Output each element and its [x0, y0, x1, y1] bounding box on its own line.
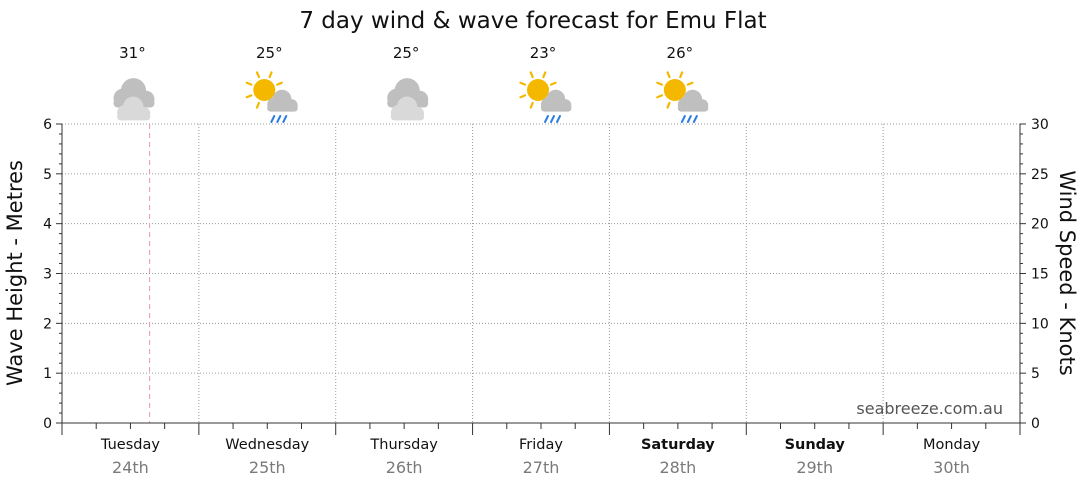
- y-right-axis-title: Wind Speed - Knots: [1055, 170, 1079, 375]
- day-name-label: Thursday: [369, 437, 438, 453]
- cloud-part: [267, 104, 298, 112]
- axes: 0 01 52 103 154 205 256 30: [43, 117, 1049, 435]
- day-name-label: Saturday: [641, 437, 715, 453]
- sun-ray: [679, 71, 684, 79]
- day-date-label: 29th: [796, 458, 833, 477]
- y-right-tick-label: 15: [1031, 267, 1049, 283]
- y-left-tick-label: 2: [43, 316, 52, 332]
- rain-drop: [692, 115, 698, 123]
- rain-drop: [282, 115, 288, 123]
- rain-drop: [686, 115, 692, 123]
- y-left-tick-label: 3: [43, 267, 52, 283]
- cloud-part: [677, 104, 709, 112]
- temperature-label: 23°: [530, 44, 557, 62]
- rain-drop: [680, 115, 686, 123]
- y-left-tick-label: 0: [43, 416, 52, 432]
- cloudy-icon: [113, 78, 155, 121]
- day-name-label: Friday: [519, 437, 563, 453]
- rain-drop: [276, 115, 282, 123]
- cloud-part: [540, 104, 572, 112]
- y-right-tick-label: 30: [1031, 117, 1049, 133]
- day-name-label: Wednesday: [225, 437, 309, 453]
- sun-ray: [255, 101, 261, 109]
- sun-disc: [253, 79, 276, 101]
- sun-ray: [276, 81, 283, 86]
- day-labels: Tuesday 24th Wednesday 25th Thursday 26th Frid…: [100, 437, 981, 477]
- sun-cloud-rain-icon: [245, 71, 298, 123]
- temperature-label: 26°: [667, 44, 694, 62]
- sun-disc: [527, 79, 549, 101]
- temperature-label: 25°: [256, 44, 283, 62]
- sun-ray: [666, 101, 671, 109]
- y-right-tick-label: 5: [1031, 366, 1040, 382]
- sun-ray: [549, 81, 557, 86]
- day-date-label: 30th: [933, 458, 970, 477]
- rain-drop: [550, 115, 555, 123]
- sun-ray: [529, 71, 534, 79]
- watermark: seabreeze.com.au: [856, 399, 1003, 418]
- y-left-axis-title: Wave Height - Metres: [3, 160, 27, 386]
- day-date-label: 24th: [112, 458, 149, 477]
- sun-ray: [686, 81, 694, 86]
- sun-cloud-rain-icon: [519, 71, 572, 123]
- weather-icons: 31° 25° 25° 23° 26°: [113, 44, 709, 123]
- day-name-label: Monday: [923, 437, 981, 453]
- cloud-part: [117, 112, 151, 121]
- y-right-tick-label: 0: [1031, 416, 1040, 432]
- sun-ray: [519, 81, 527, 86]
- day-name-label: Tuesday: [100, 437, 160, 453]
- y-right-tick-label: 20: [1031, 217, 1049, 233]
- rain-drop: [544, 115, 549, 123]
- temperature-label: 31°: [119, 44, 146, 62]
- y-right-tick-label: 25: [1031, 167, 1049, 183]
- y-left-tick-label: 6: [43, 117, 52, 133]
- sun-ray: [666, 71, 671, 79]
- sun-ray: [529, 101, 534, 109]
- day-date-label: 26th: [386, 458, 423, 477]
- sun-disc: [663, 79, 686, 101]
- cloud-part: [390, 112, 424, 121]
- sun-ray: [656, 81, 664, 86]
- sun-cloud-rain-icon: [656, 71, 709, 123]
- sun-ray: [268, 71, 273, 79]
- sun-ray: [519, 94, 527, 99]
- sun-ray: [542, 71, 547, 79]
- grid-lines: [62, 123, 1020, 423]
- sun-ray: [656, 94, 664, 99]
- sun-ray: [255, 71, 261, 79]
- day-name-label: Sunday: [785, 437, 846, 453]
- y-left-tick-label: 1: [43, 366, 52, 382]
- cloudy-icon: [387, 78, 429, 121]
- chart-title: 7 day wind & wave forecast for Emu Flat: [299, 8, 766, 34]
- day-date-label: 25th: [249, 458, 286, 477]
- rain-drop: [556, 115, 561, 123]
- day-date-label: 28th: [659, 458, 696, 477]
- sun-ray: [245, 94, 253, 99]
- sun-ray: [245, 81, 253, 86]
- temperature-label: 25°: [393, 44, 420, 62]
- day-date-label: 27th: [523, 458, 560, 477]
- y-left-tick-label: 4: [43, 217, 52, 233]
- y-right-tick-label: 10: [1031, 316, 1049, 332]
- rain-drop: [270, 115, 276, 123]
- y-left-tick-label: 5: [43, 167, 52, 183]
